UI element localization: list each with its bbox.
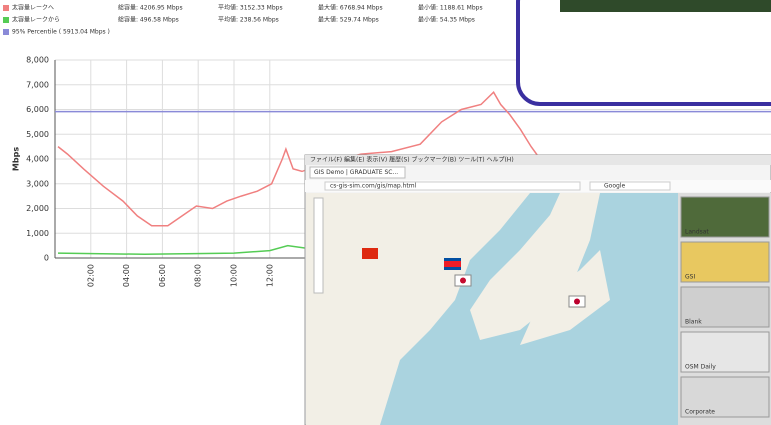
y-tick-label: 0 [44, 254, 49, 263]
x-tick-label: 06:00 [158, 264, 167, 287]
layer-thumbnail[interactable] [680, 196, 770, 238]
search: Google [604, 183, 625, 190]
layer-thumbnail[interactable] [680, 376, 770, 418]
legend-stat: 最小値: 1188.61 Mbps [418, 4, 483, 12]
legend-stat: 総容量: 496.58 Mbps [118, 16, 179, 24]
layer-thumbnail[interactable] [680, 286, 770, 328]
y-tick-label: 4,000 [26, 155, 49, 164]
flag-south-korea-emblem [460, 277, 466, 284]
menu-text: ファイル(F) 編集(E) 表示(V) 履歴(S) ブックマーク(B) ツール(… [310, 156, 514, 164]
photo-frame [516, 0, 771, 106]
y-tick-label: 2,000 [26, 204, 49, 213]
x-tick-label: 02:00 [86, 264, 95, 287]
tab-title: GIS Demo | GRADUATE SC... [314, 169, 398, 176]
layer-list: Landsat GSI Blank OSM Daily Corporate [680, 196, 770, 418]
url: cs-gis-sim.com/gis/map.html [330, 183, 417, 190]
menu-bar [305, 155, 771, 165]
legend-stat: 平均値: 238.56 Mbps [218, 16, 279, 24]
y-tick-label: 1,000 [26, 229, 49, 238]
legend-label: 95% Percentile ( 5913.04 Mbps ) [12, 29, 110, 36]
legend-stat: 総容量: 4206.95 Mbps [118, 4, 183, 12]
legend-label: 太容量レークから [12, 16, 60, 24]
y-axis-title: Mbps [12, 147, 21, 171]
legend-stat: 最小値: 54.35 Mbps [418, 16, 475, 24]
legend-label: 太容量レークへ [12, 4, 54, 12]
layer-label: GSI [685, 274, 695, 281]
sea [380, 193, 678, 425]
y-tick-label: 6,000 [26, 105, 49, 114]
flag-north-korea-band [444, 261, 461, 267]
layer-thumbnail[interactable] [680, 241, 770, 283]
y-tick-label: 8,000 [26, 56, 49, 65]
y-tick-label: 3,000 [26, 179, 49, 188]
map-controls[interactable] [313, 197, 324, 294]
x-tick-label: 08:00 [194, 264, 203, 287]
layer-label: OSM Daily [685, 364, 716, 371]
legend-stat: 最大値: 529.74 Mbps [318, 16, 379, 24]
y-tick-label: 5,000 [26, 130, 49, 139]
legend-swatch [3, 17, 9, 23]
x-tick-label: 04:00 [122, 264, 131, 287]
satellite-image [560, 0, 771, 12]
x-tick-label: 10:00 [230, 264, 239, 287]
layer-label: Landsat [685, 229, 709, 236]
layer-label: Blank [685, 319, 702, 326]
legend-swatch [3, 5, 9, 11]
flag-japan-sun [574, 298, 580, 305]
layer-label: Corporate [685, 409, 715, 416]
japan [520, 250, 610, 345]
y-tick-label: 7,000 [26, 80, 49, 89]
flag-china [362, 248, 378, 259]
x-tick-label: 12:00 [265, 264, 274, 287]
search-bar[interactable] [589, 181, 671, 191]
url-bar[interactable] [324, 181, 581, 191]
layer-thumbnail[interactable] [680, 331, 770, 373]
legend-stat: 平均値: 3152.33 Mbps [218, 4, 283, 12]
legend-stat: 最大値: 6768.94 Mbps [318, 4, 383, 12]
series-line [57, 90, 541, 227]
overlay: ファイル(F) 編集(E) 表示(V) 履歴(S) ブックマーク(B) ツール(… [304, 0, 771, 425]
legend-swatch [3, 29, 9, 35]
tab[interactable] [309, 166, 406, 179]
